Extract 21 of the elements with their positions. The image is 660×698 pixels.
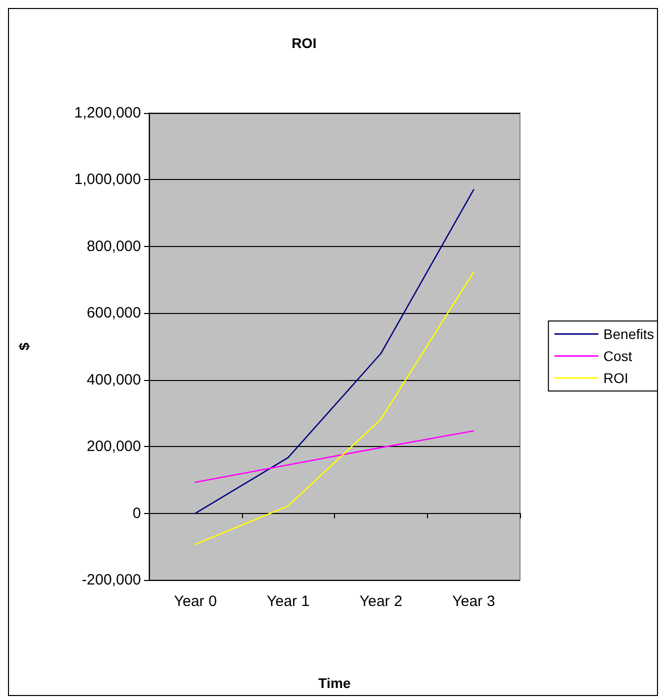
y-tick-label: 400,000 bbox=[86, 371, 141, 388]
legend-label: ROI bbox=[603, 370, 628, 386]
x-tick-label: Year 2 bbox=[359, 593, 402, 610]
y-tick-label: -200,000 bbox=[82, 572, 141, 588]
y-tick-label: 200,000 bbox=[86, 438, 141, 456]
x-tick-label: Year 1 bbox=[266, 593, 310, 610]
y-tick-label: 800,000 bbox=[86, 238, 141, 255]
line-series bbox=[194, 271, 474, 545]
line-series bbox=[194, 430, 474, 483]
legend-label: Cost bbox=[603, 348, 632, 364]
y-tick-label: 0 bbox=[132, 504, 141, 522]
y-tick-label: 600,000 bbox=[86, 304, 141, 322]
x-axis-title: Time bbox=[318, 675, 351, 691]
line-series bbox=[194, 189, 474, 514]
x-tick-label: Year 0 bbox=[174, 593, 217, 610]
chart-title: ROI bbox=[292, 35, 316, 51]
y-axis-title: $ bbox=[16, 342, 32, 350]
legend-label: Benefits bbox=[603, 326, 654, 342]
x-tick-label: Year 3 bbox=[452, 593, 496, 610]
y-tick-label: 1,000,000 bbox=[74, 171, 141, 188]
y-tick-label: 1,200,000 bbox=[74, 104, 141, 122]
